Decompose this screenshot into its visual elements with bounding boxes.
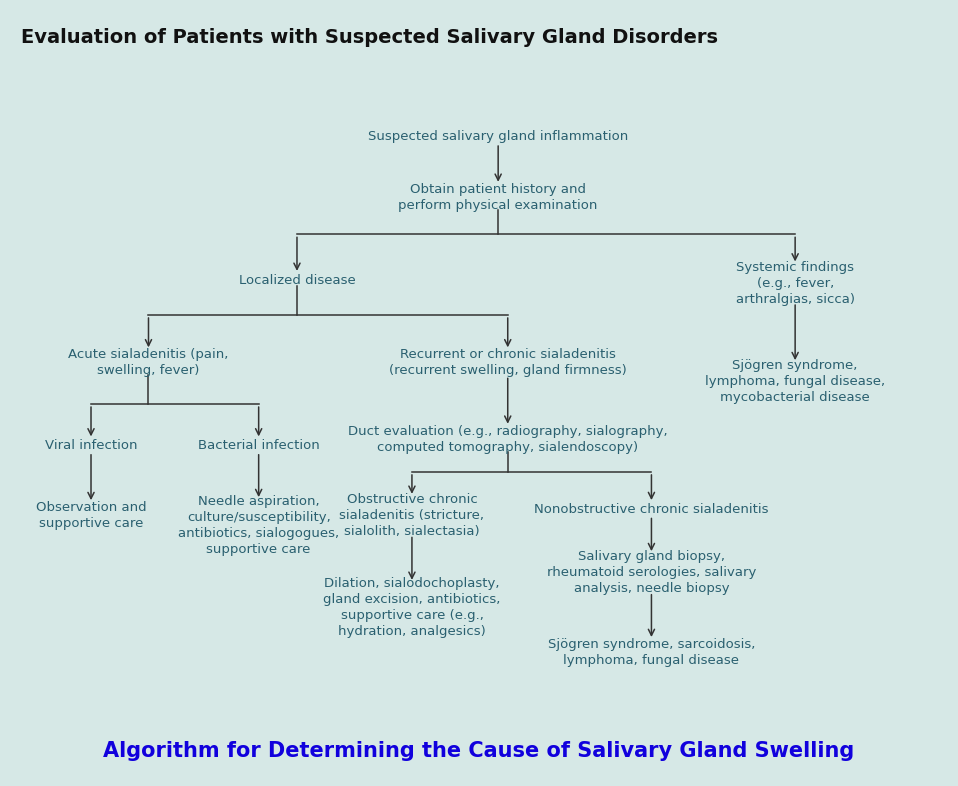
Text: Needle aspiration,
culture/susceptibility,
antibiotics, sialogogues,
supportive : Needle aspiration, culture/susceptibilit…	[178, 494, 339, 556]
Text: Dilation, sialodochoplasty,
gland excision, antibiotics,
supportive care (e.g.,
: Dilation, sialodochoplasty, gland excisi…	[323, 578, 501, 638]
Text: Duct evaluation (e.g., radiography, sialography,
computed tomography, sialendosc: Duct evaluation (e.g., radiography, sial…	[348, 424, 668, 454]
Text: Localized disease: Localized disease	[239, 274, 355, 287]
Text: Observation and
supportive care: Observation and supportive care	[35, 501, 147, 530]
Text: Obstructive chronic
sialadenitis (stricture,
sialolith, sialectasia): Obstructive chronic sialadenitis (strict…	[339, 493, 485, 538]
Text: Recurrent or chronic sialadenitis
(recurrent swelling, gland firmness): Recurrent or chronic sialadenitis (recur…	[389, 348, 627, 377]
Text: Sjögren syndrome,
lymphoma, fungal disease,
mycobacterial disease: Sjögren syndrome, lymphoma, fungal disea…	[705, 359, 885, 405]
Text: Evaluation of Patients with Suspected Salivary Gland Disorders: Evaluation of Patients with Suspected Sa…	[21, 28, 718, 47]
Text: Viral infection: Viral infection	[45, 439, 137, 452]
Text: Sjögren syndrome, sarcoidosis,
lymphoma, fungal disease: Sjögren syndrome, sarcoidosis, lymphoma,…	[548, 638, 755, 667]
Text: Salivary gland biopsy,
rheumatoid serologies, salivary
analysis, needle biopsy: Salivary gland biopsy, rheumatoid serolo…	[547, 550, 756, 596]
Text: Obtain patient history and
perform physical examination: Obtain patient history and perform physi…	[399, 183, 598, 211]
Text: Systemic findings
(e.g., fever,
arthralgias, sicca): Systemic findings (e.g., fever, arthralg…	[736, 261, 855, 306]
Text: Algorithm for Determining the Cause of Salivary Gland Swelling: Algorithm for Determining the Cause of S…	[103, 741, 855, 761]
Text: Bacterial infection: Bacterial infection	[197, 439, 320, 452]
Text: Suspected salivary gland inflammation: Suspected salivary gland inflammation	[368, 130, 628, 143]
Text: Acute sialadenitis (pain,
swelling, fever): Acute sialadenitis (pain, swelling, feve…	[68, 348, 229, 377]
Text: Nonobstructive chronic sialadenitis: Nonobstructive chronic sialadenitis	[535, 503, 768, 516]
